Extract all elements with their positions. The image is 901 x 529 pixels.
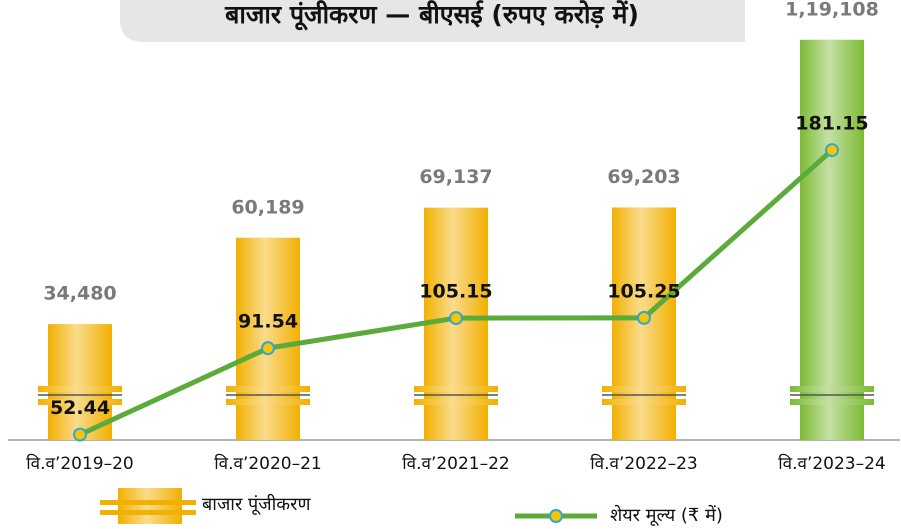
bar-shine xyxy=(48,324,112,440)
x-tick-label: वि.व’2020–21 xyxy=(214,453,322,474)
line-marker xyxy=(449,311,463,326)
line-value-label: 52.44 xyxy=(50,397,110,419)
legend-marker xyxy=(549,509,563,523)
bar-flange-shine xyxy=(226,386,310,392)
bar-flange-shine xyxy=(414,386,498,392)
bar-flange-shine xyxy=(790,386,874,392)
bar-flange-shine xyxy=(602,386,686,392)
legend-swatch-flange xyxy=(100,510,196,515)
line-marker xyxy=(637,310,651,325)
bar-flange-shine xyxy=(226,399,310,405)
line-marker xyxy=(73,427,87,442)
x-tick-label: वि.व’2022–23 xyxy=(590,453,698,474)
bar-value-label: 1,19,108 xyxy=(785,0,879,20)
bar-value-label: 34,480 xyxy=(43,283,116,305)
bar-flange-shine xyxy=(414,399,498,405)
bar-flange-shine xyxy=(790,399,874,405)
legend-swatch-flange xyxy=(100,500,196,505)
bar-value-label: 69,203 xyxy=(607,166,680,188)
bar-flange-shine xyxy=(602,399,686,405)
title-box xyxy=(120,0,745,42)
legend-label: बाजार पूंजीकरण xyxy=(202,493,311,515)
x-tick-label: वि.व’2019–20 xyxy=(26,453,134,474)
bar-flange-shine xyxy=(38,399,122,405)
line-marker xyxy=(825,143,839,158)
bar-value-label: 60,189 xyxy=(231,196,304,218)
bar-flange-shine xyxy=(38,386,122,392)
x-tick-label: वि.व’2021–22 xyxy=(402,453,510,474)
line-value-label: 91.54 xyxy=(238,311,298,333)
x-tick-label: वि.व’2023–24 xyxy=(778,453,886,474)
line-value-label: 181.15 xyxy=(795,113,868,135)
legend-label: शेयर मूल्य (₹ में) xyxy=(610,504,723,526)
line-marker xyxy=(261,341,275,356)
line-value-label: 105.25 xyxy=(607,280,680,302)
bar-shine xyxy=(236,237,300,440)
legend-swatch-shine xyxy=(118,488,182,524)
bar-value-label: 69,137 xyxy=(419,166,492,188)
bar-shine xyxy=(800,39,864,440)
chart-title: बाजार पूंजीकरण — बीएसई (रुपए करोड़ में) xyxy=(224,0,639,31)
line-value-label: 105.15 xyxy=(419,281,492,303)
